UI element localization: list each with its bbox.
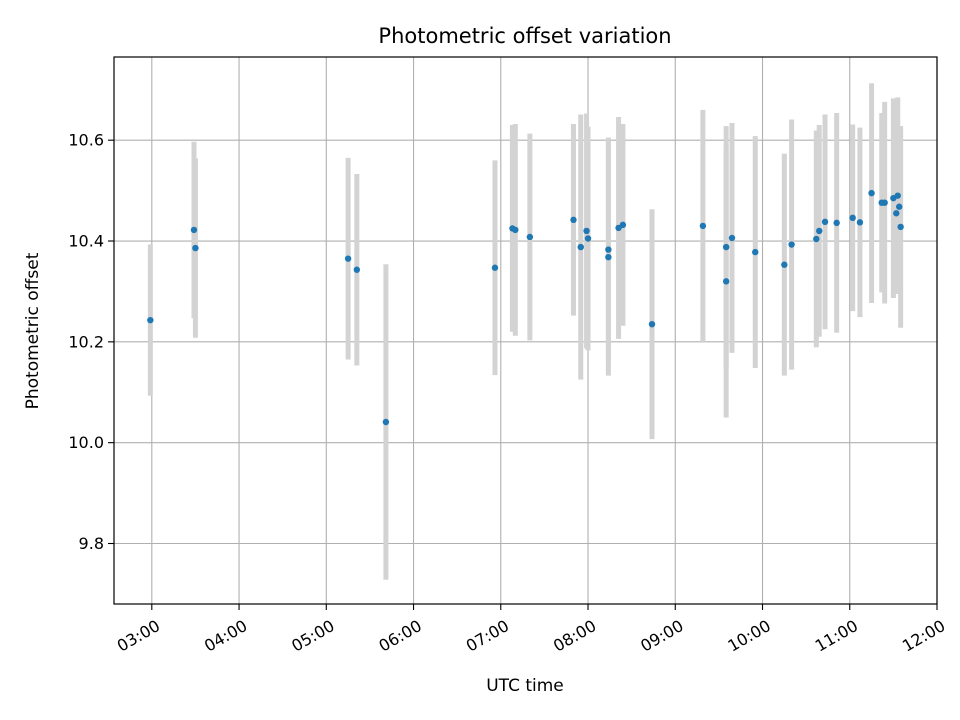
data-point: [382, 418, 390, 426]
data-point: [816, 227, 823, 235]
data-point: [881, 199, 888, 206]
y-tick-label: 9.8: [79, 534, 104, 553]
data-point: [344, 255, 352, 262]
x-axis-label: UTC time: [486, 676, 564, 696]
y-axis-label: Photometric offset: [23, 252, 43, 409]
data-point: [512, 226, 519, 234]
data-point: [856, 219, 864, 226]
data-point: [619, 221, 627, 229]
data-point: [605, 246, 612, 253]
data-point: [781, 261, 788, 268]
data-point: [895, 203, 903, 210]
plot-frame: [113, 56, 938, 605]
data-point: [813, 235, 820, 243]
chart-title: Photometric offset variation: [378, 24, 671, 48]
data-point: [570, 216, 577, 224]
data-point: [728, 234, 736, 242]
data-point: [833, 219, 840, 227]
data-point: [893, 210, 900, 217]
data-point: [526, 233, 534, 241]
data-points: [147, 189, 904, 426]
data-point: [821, 218, 829, 226]
y-tick-label: 10.0: [68, 433, 104, 452]
data-point: [147, 316, 154, 324]
data-point: [699, 222, 707, 230]
data-point: [722, 278, 730, 285]
data-point: [584, 235, 592, 242]
data-point: [491, 264, 499, 271]
data-point: [577, 243, 584, 251]
data-point: [583, 227, 590, 235]
data-point: [752, 248, 759, 256]
data-point: [190, 226, 198, 234]
data-point: [722, 243, 730, 251]
y-tick-label: 10.4: [68, 232, 104, 251]
data-point: [894, 192, 901, 199]
data-point: [897, 223, 904, 231]
data-point: [648, 320, 656, 328]
y-tick-label: 10.6: [68, 131, 104, 150]
y-axis-ticks: 9.8 10.0 10.2 10.4 10.6: [68, 131, 114, 553]
data-point: [353, 266, 361, 273]
data-point: [192, 244, 199, 252]
data-point: [868, 189, 875, 197]
data-point: [605, 253, 612, 261]
y-tick-label: 10.2: [68, 332, 104, 351]
data-point: [849, 214, 856, 222]
data-point: [788, 241, 795, 248]
